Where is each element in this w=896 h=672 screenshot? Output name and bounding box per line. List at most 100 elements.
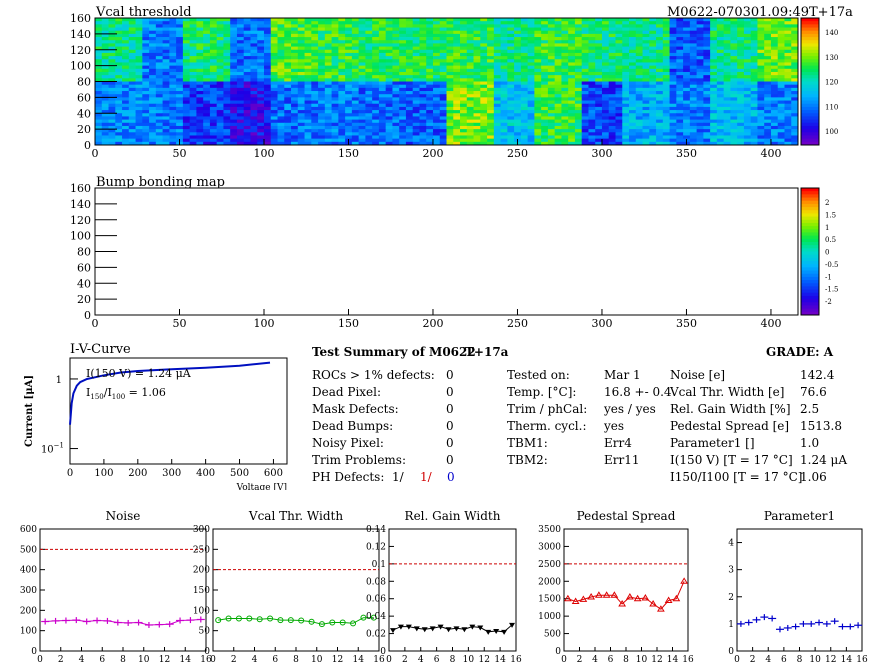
map-cell [142, 21, 150, 25]
map-cell [149, 87, 157, 92]
map-cell [324, 68, 332, 73]
map-cell [730, 18, 738, 22]
map-cell [574, 87, 583, 92]
map-cell [236, 87, 245, 92]
map-cell [331, 129, 339, 133]
map-cell [750, 91, 758, 95]
map-cell [473, 129, 481, 133]
map-cell [460, 46, 468, 51]
map-cell [95, 103, 103, 108]
map-cell [169, 24, 177, 28]
map-cell [203, 138, 211, 143]
map-cell [351, 18, 360, 22]
map-cell [487, 106, 495, 111]
map-cell [426, 125, 434, 130]
map-cell [101, 138, 109, 143]
map-cell [791, 135, 799, 140]
map-cell [230, 113, 238, 117]
map-cell [142, 56, 150, 60]
map-cell [743, 94, 752, 98]
roc-point [437, 624, 444, 630]
map-cell [696, 43, 704, 47]
map-cell [263, 33, 272, 38]
map-cell [399, 87, 407, 92]
map-cell [95, 94, 103, 98]
map-cell [541, 94, 549, 98]
map-cell [635, 43, 643, 47]
map-cell [257, 138, 265, 143]
map-cell [656, 122, 664, 127]
map-cell [500, 122, 508, 127]
map-cell [791, 24, 799, 28]
map-cell [460, 125, 468, 130]
map-cell [142, 141, 150, 146]
map-cell [656, 40, 664, 44]
map-cell [723, 119, 731, 124]
map-cell [122, 43, 130, 47]
map-cell [149, 49, 157, 54]
map-cell [189, 125, 197, 130]
map-cell [155, 59, 163, 63]
map-cell [162, 30, 170, 35]
map-cell [629, 119, 637, 124]
map-cell [757, 87, 765, 92]
map-cell [426, 141, 434, 146]
map-cell [710, 141, 718, 146]
map-cell [777, 56, 785, 60]
map-cell [372, 113, 380, 117]
map-cell [108, 33, 116, 38]
map-cell [716, 106, 725, 111]
map-cell [642, 33, 650, 38]
map-cell [270, 46, 278, 51]
map-cell [122, 132, 130, 136]
roc-y-tick-label: 0.1 [372, 560, 386, 570]
map-cell [547, 18, 556, 22]
map-cell [541, 21, 549, 25]
map-cell [392, 33, 400, 38]
summary-title: Test Summary of M0622 [312, 345, 476, 359]
map-cell [142, 40, 150, 44]
map-cell [142, 81, 150, 86]
map-cell [311, 40, 319, 44]
map-cell [365, 65, 373, 70]
map-cell [291, 59, 299, 63]
map-cell [135, 33, 143, 38]
map-cell [216, 71, 224, 76]
map-cell [710, 94, 718, 98]
map-cell [574, 46, 583, 51]
map-cell [466, 52, 474, 57]
map-cell [304, 33, 312, 38]
map-cell [453, 103, 461, 108]
map-cell [710, 113, 718, 117]
map-cell [250, 52, 258, 57]
map-cell [142, 97, 150, 101]
map-cell [318, 135, 326, 140]
map-cell [155, 40, 163, 44]
map-cell [365, 103, 373, 108]
map-cell [541, 78, 549, 82]
map-cell [791, 97, 799, 101]
map-cell [446, 135, 454, 140]
map-cell [378, 87, 387, 92]
map-cell [561, 87, 569, 92]
map-cell [385, 30, 393, 35]
map-cell [696, 141, 704, 146]
map-cell [676, 46, 684, 51]
map-cell [230, 40, 238, 44]
map-cell [101, 30, 109, 35]
map-cell [412, 119, 420, 124]
map-cell [284, 138, 292, 143]
map-cell [392, 91, 400, 95]
map-cell [277, 141, 285, 146]
map-cell [743, 18, 752, 22]
map-cell [608, 129, 616, 133]
map-cell [142, 129, 150, 133]
map-cell [547, 52, 556, 57]
map-cell [182, 40, 191, 44]
map-cell [656, 59, 664, 63]
map-cell [561, 65, 569, 70]
map-cell [338, 43, 346, 47]
map-cell [642, 46, 650, 51]
map-cell [358, 119, 366, 124]
map-cell [250, 21, 258, 25]
